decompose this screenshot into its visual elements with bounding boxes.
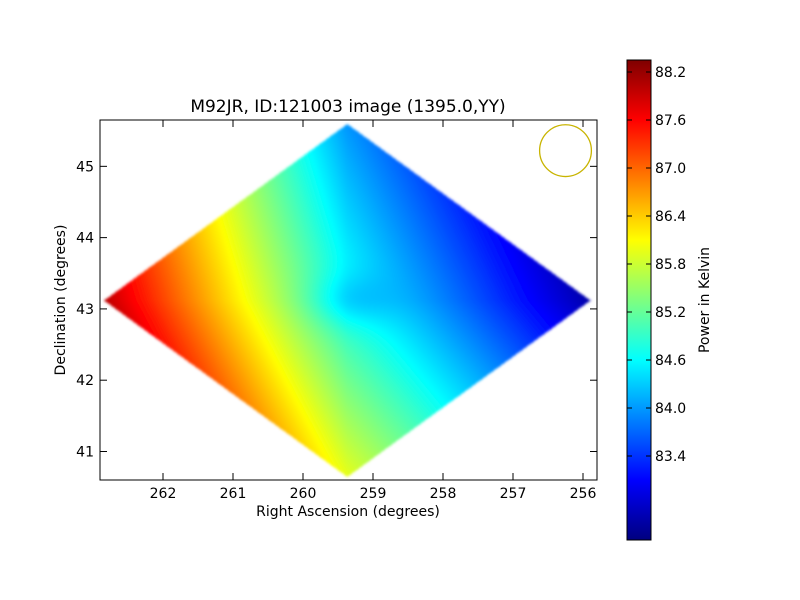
- y-tick-label: 41: [76, 444, 94, 460]
- colorbar-tick-label: 83.4: [655, 449, 686, 465]
- colorbar-tick-label: 84.0: [655, 401, 686, 417]
- heatmap-raster: [100, 120, 597, 480]
- y-tick-label: 44: [76, 231, 94, 247]
- y-tick-label: 42: [76, 373, 94, 389]
- x-tick-label: 260: [290, 486, 317, 502]
- colorbar-tick-label: 85.2: [655, 305, 686, 321]
- x-axis-label: Right Ascension (degrees): [256, 504, 440, 520]
- colorbar-tick-label: 84.6: [655, 353, 686, 369]
- colorbar-tick-label: 87.6: [655, 113, 686, 129]
- colorbar-label: Power in Kelvin: [697, 247, 713, 353]
- x-tick-label: 258: [430, 486, 457, 502]
- y-axis-ticks: 41 42 43 44 45: [76, 159, 597, 460]
- colorbar-tick-label: 85.8: [655, 257, 686, 273]
- beam-circle: [538, 124, 593, 178]
- x-tick-label: 257: [500, 486, 527, 502]
- x-tick-label: 259: [360, 486, 387, 502]
- y-axis-label: Declination (degrees): [53, 225, 69, 376]
- y-tick-label: 45: [76, 159, 94, 175]
- colorbar-ticks: 83.4 84.0 84.6 85.2 85.8 86.4 87.0 87.6 88.2: [627, 65, 686, 465]
- colorbar-tick-label: 86.4: [655, 209, 686, 225]
- x-tick-label: 261: [220, 486, 247, 502]
- x-axis-ticks: 262 261 260 259 258 257 256: [150, 120, 597, 502]
- plot-frame: [99, 119, 598, 481]
- colorbar-tick-label: 88.2: [655, 65, 686, 81]
- x-tick-label: 262: [150, 486, 177, 502]
- colorbar-tick-label: 87.0: [655, 161, 686, 177]
- chart-title: M92JR, ID:121003 image (1395.0,YY): [190, 97, 505, 117]
- x-tick-label: 256: [570, 486, 597, 502]
- colorbar: [626, 59, 652, 541]
- heatmap-image: [100, 120, 597, 480]
- y-tick-label: 43: [76, 302, 94, 318]
